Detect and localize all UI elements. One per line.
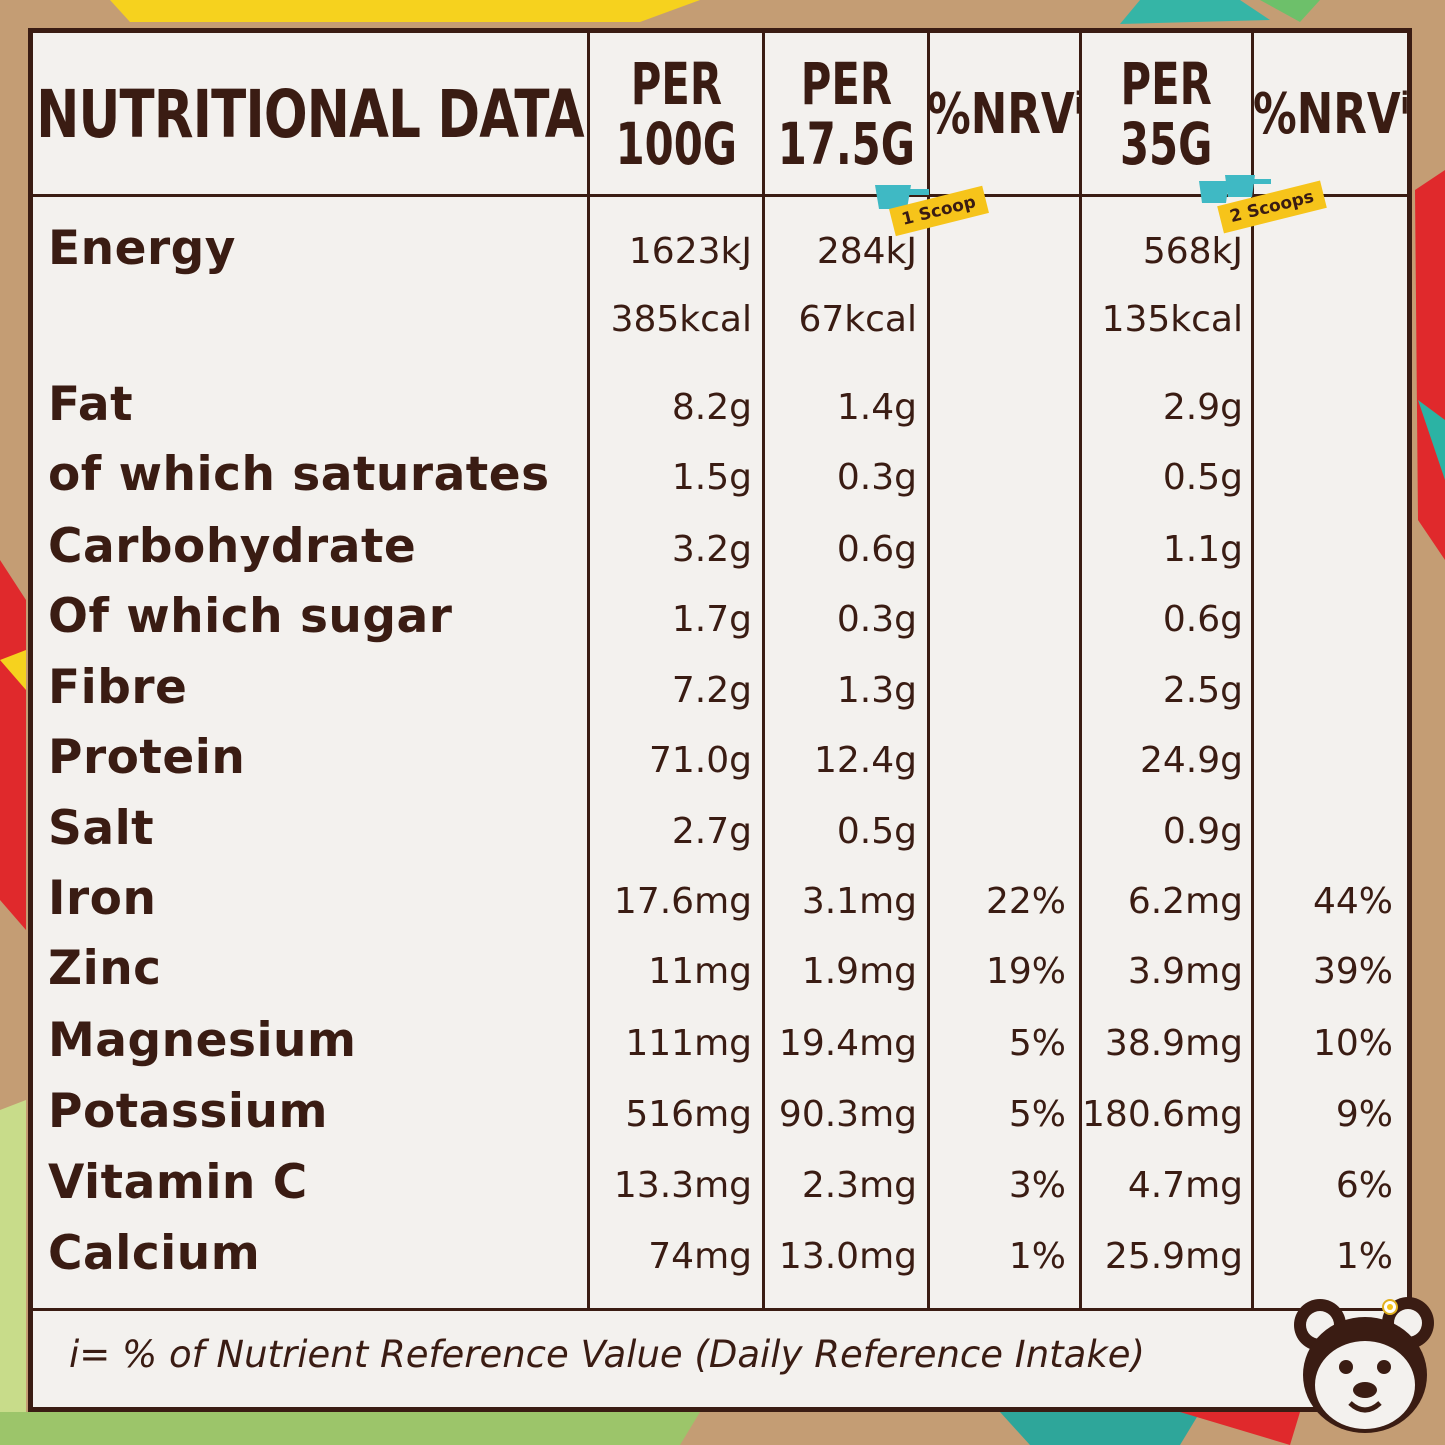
cell-per-100g: 13.3mg bbox=[613, 1165, 752, 1206]
cell-per-17-5g: 90.3mg bbox=[778, 1094, 917, 1135]
cell-per-100g: 71.0g bbox=[648, 740, 752, 781]
nutrient-label: Calcium bbox=[48, 1226, 261, 1281]
column-divider bbox=[1251, 33, 1254, 1311]
cell-per-17-5g: 1.9mg bbox=[801, 951, 917, 992]
cell-nrv-2: 44% bbox=[1312, 881, 1393, 922]
cell-per-35g: 25.9mg bbox=[1104, 1236, 1243, 1277]
cell-per-17-5g: 13.0mg bbox=[778, 1236, 917, 1277]
cell-nrv-1: 1% bbox=[1008, 1236, 1066, 1277]
nutrient-label: Vitamin C bbox=[48, 1155, 308, 1210]
cell-per-100g: 2.7g bbox=[671, 811, 752, 852]
cell-per-17-5g: 0.3g bbox=[836, 457, 917, 498]
column-divider bbox=[1079, 33, 1082, 1311]
cell-per-17-5g: 19.4mg bbox=[778, 1023, 917, 1064]
cell-nrv-2: 39% bbox=[1312, 951, 1393, 992]
cell-per-100g: 385kcal bbox=[610, 299, 752, 340]
cell-per-35g: 24.9g bbox=[1139, 740, 1243, 781]
nutrient-label: Energy bbox=[48, 221, 236, 276]
column-divider bbox=[762, 33, 765, 1311]
cell-per-17-5g: 1.4g bbox=[836, 387, 917, 428]
nutrient-label: Potassium bbox=[48, 1084, 328, 1139]
cell-nrv-2: 1% bbox=[1335, 1236, 1393, 1277]
cell-nrv-2: 6% bbox=[1335, 1165, 1393, 1206]
cell-per-17-5g: 2.3mg bbox=[801, 1165, 917, 1206]
cell-per-35g: 0.5g bbox=[1162, 457, 1243, 498]
cell-nrv-1: 22% bbox=[985, 881, 1066, 922]
nutrition-panel: NUTRITIONAL DATA PER 100G PER 17.5G %NRV… bbox=[28, 28, 1412, 1412]
nutrient-label: Magnesium bbox=[48, 1013, 357, 1068]
nutrient-label: Zinc bbox=[48, 941, 162, 996]
cell-per-17-5g: 67kcal bbox=[798, 299, 917, 340]
scoop-icon bbox=[875, 185, 929, 209]
cell-per-35g: 0.6g bbox=[1162, 599, 1243, 640]
header-nrv-1: %NRVi bbox=[926, 81, 1083, 147]
column-divider bbox=[587, 33, 590, 1311]
nutrient-label: Protein bbox=[48, 730, 246, 785]
nutrient-label: Salt bbox=[48, 801, 155, 856]
footnote: i= % of Nutrient Reference Value (Daily … bbox=[69, 1333, 1145, 1376]
cell-per-35g: 180.6mg bbox=[1082, 1094, 1243, 1135]
cell-per-35g: 2.9g bbox=[1162, 387, 1243, 428]
scoop-icon bbox=[1199, 175, 1271, 203]
cell-per-35g: 568kJ bbox=[1142, 231, 1243, 272]
cell-per-17-5g: 0.5g bbox=[836, 811, 917, 852]
cell-per-35g: 3.9mg bbox=[1127, 951, 1243, 992]
cell-per-35g: 38.9mg bbox=[1104, 1023, 1243, 1064]
cell-per-35g: 0.9g bbox=[1162, 811, 1243, 852]
cell-nrv-2: 9% bbox=[1335, 1094, 1393, 1135]
table-title: NUTRITIONAL DATA bbox=[36, 75, 584, 153]
header-nrv-1-cell: %NRVi bbox=[927, 33, 1083, 195]
cell-per-100g: 111mg bbox=[625, 1023, 752, 1064]
cell-per-17-5g: 12.4g bbox=[813, 740, 917, 781]
cell-per-17-5g: 3.1mg bbox=[801, 881, 917, 922]
cell-per-17-5g: 0.3g bbox=[836, 599, 917, 640]
cell-per-35g: 135kcal bbox=[1101, 299, 1243, 340]
nutrient-label: Fibre bbox=[48, 660, 188, 715]
footer-divider bbox=[33, 1308, 1407, 1311]
cell-per-100g: 8.2g bbox=[671, 387, 752, 428]
cell-per-35g: 2.5g bbox=[1162, 670, 1243, 711]
bear-mascot-icon bbox=[1294, 1297, 1434, 1433]
nutrient-label: Fat bbox=[48, 377, 134, 432]
nutrient-label: of which saturates bbox=[48, 447, 550, 502]
nutrient-label: Carbohydrate bbox=[48, 519, 417, 574]
cell-per-17-5g: 0.6g bbox=[836, 529, 917, 570]
header-per-35g: PER 35G bbox=[1120, 50, 1213, 178]
cell-nrv-2: 10% bbox=[1312, 1023, 1393, 1064]
cell-per-17-5g: 1.3g bbox=[836, 670, 917, 711]
cell-per-100g: 11mg bbox=[648, 951, 752, 992]
header-divider bbox=[33, 194, 1407, 197]
cell-per-100g: 1.5g bbox=[671, 457, 752, 498]
cell-per-17-5g: 284kJ bbox=[816, 231, 917, 272]
cell-nrv-1: 5% bbox=[1008, 1023, 1066, 1064]
table-title-cell: NUTRITIONAL DATA bbox=[33, 33, 587, 195]
nutrient-label: Iron bbox=[48, 871, 157, 926]
cell-per-100g: 74mg bbox=[648, 1236, 752, 1277]
header-per-17-5g-cell: PER 17.5G bbox=[765, 33, 927, 195]
nutrient-label: Of which sugar bbox=[48, 589, 453, 644]
column-divider bbox=[927, 33, 930, 1311]
cell-per-100g: 3.2g bbox=[671, 529, 752, 570]
cell-nrv-1: 3% bbox=[1008, 1165, 1066, 1206]
cell-per-35g: 1.1g bbox=[1162, 529, 1243, 570]
header-nrv-2: %NRVi bbox=[1252, 81, 1409, 147]
cell-per-100g: 17.6mg bbox=[613, 881, 752, 922]
header-nrv-2-cell: %NRVi bbox=[1252, 33, 1409, 195]
header-per-100g-cell: PER 100G bbox=[590, 33, 762, 195]
cell-nrv-1: 19% bbox=[985, 951, 1066, 992]
cell-per-100g: 516mg bbox=[625, 1094, 752, 1135]
cell-per-100g: 7.2g bbox=[671, 670, 752, 711]
header-per-17-5g: PER 17.5G bbox=[777, 50, 915, 178]
cell-nrv-1: 5% bbox=[1008, 1094, 1066, 1135]
header-per-100g: PER 100G bbox=[615, 50, 737, 178]
cell-per-35g: 6.2mg bbox=[1127, 881, 1243, 922]
header-per-35g-cell: PER 35G bbox=[1082, 33, 1251, 195]
cell-per-35g: 4.7mg bbox=[1127, 1165, 1243, 1206]
cell-per-100g: 1.7g bbox=[671, 599, 752, 640]
cell-per-100g: 1623kJ bbox=[628, 231, 752, 272]
